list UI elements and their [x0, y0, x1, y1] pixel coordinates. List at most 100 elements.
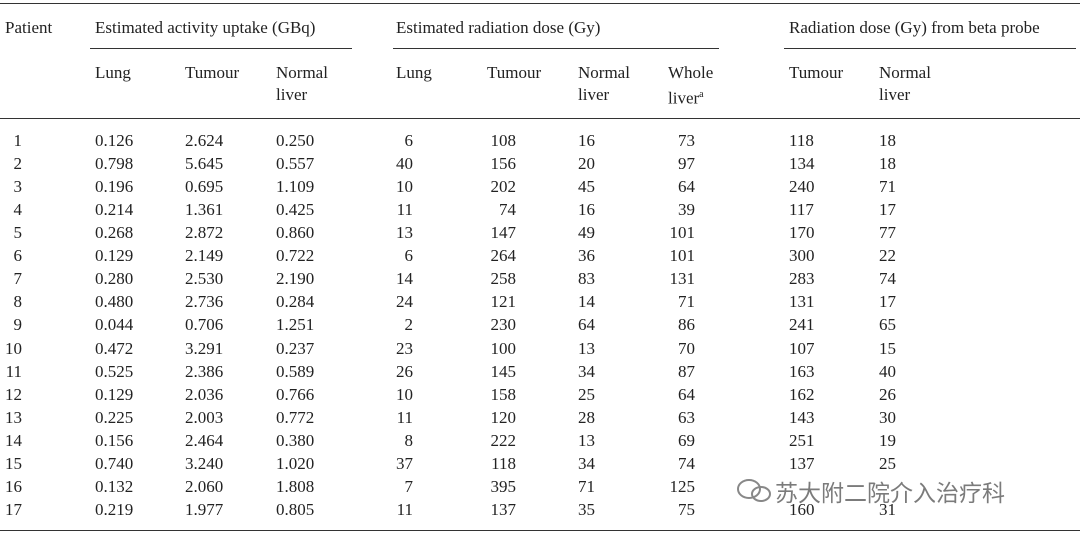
cell: 13 [578, 338, 595, 358]
cell: 1.977 [185, 499, 224, 519]
cell: 17 [879, 292, 896, 312]
cell: 240 [789, 177, 815, 197]
cell: 35 [578, 499, 595, 519]
cell: 1.109 [276, 177, 315, 197]
patient-id: 3 [13, 177, 23, 197]
cell: 202 [490, 177, 517, 197]
cell: 87 [678, 361, 695, 381]
watermark: 苏大附二院介入治疗科 [775, 481, 1005, 507]
cell: 25 [578, 384, 595, 404]
cell: 251 [789, 430, 815, 450]
cell: 75 [678, 499, 695, 519]
wechat-icon [737, 479, 771, 502]
cell: 0.284 [276, 292, 315, 312]
cell: 0.695 [185, 177, 224, 197]
cell: 156 [490, 154, 517, 174]
cell: 131 [789, 292, 815, 312]
cell: 2.149 [185, 246, 224, 266]
cell: 0.280 [95, 269, 134, 289]
cell: 137 [490, 499, 517, 519]
cell: 163 [789, 361, 815, 381]
header-rule [0, 118, 1080, 119]
cell: 71 [879, 177, 896, 197]
column-header: Whole livera [668, 63, 714, 108]
group-header: Estimated activity uptake (GBq) [95, 18, 316, 37]
cell: 241 [789, 315, 815, 335]
column-header: Lung [396, 63, 432, 82]
column-header: Tumour [487, 63, 542, 82]
cell: 0.225 [95, 407, 134, 427]
cell: 0.156 [95, 430, 134, 450]
column-header: Normal liver [578, 63, 630, 104]
cell: 0.472 [95, 338, 134, 358]
column-header: Tumour [185, 63, 240, 82]
cell: 2.190 [276, 269, 315, 289]
cell: 101 [669, 223, 696, 243]
patient-id: 17 [5, 499, 22, 519]
patient-id: 15 [5, 453, 22, 473]
group-rule [393, 48, 719, 49]
cell: 0.722 [276, 246, 315, 266]
cell: 0.196 [95, 177, 134, 197]
patient-header: Patient [5, 18, 53, 37]
cell: 16 [578, 200, 595, 220]
cell: 83 [578, 269, 595, 289]
cell: 118 [491, 453, 516, 473]
cell: 2.386 [185, 361, 224, 381]
patient-id: 5 [13, 223, 23, 243]
cell: 64 [578, 315, 595, 335]
cell: 30 [879, 407, 896, 427]
cell: 18 [879, 154, 896, 174]
cell: 0.772 [276, 407, 315, 427]
cell: 137 [789, 453, 815, 473]
patient-id: 7 [13, 269, 23, 289]
cell: 40 [396, 154, 413, 174]
cell: 15 [879, 338, 896, 358]
cell: 31 [879, 499, 896, 519]
cell: 0.860 [276, 223, 315, 243]
patient-id: 8 [13, 292, 23, 312]
cell: 36 [578, 246, 595, 266]
cell: 10 [396, 177, 413, 197]
group-header: Estimated radiation dose (Gy) [396, 18, 601, 37]
cell: 2.060 [185, 476, 224, 496]
cell: 39 [678, 200, 695, 220]
cell: 125 [669, 476, 696, 496]
cell: 10 [396, 384, 413, 404]
cell: 160 [789, 499, 815, 519]
group-rule [90, 48, 352, 49]
cell: 74 [499, 200, 516, 220]
group-header: Radiation dose (Gy) from beta probe [789, 18, 1040, 37]
group-rule [784, 48, 1076, 49]
cell: 86 [678, 315, 695, 335]
cell: 6 [404, 131, 414, 150]
cell: 143 [789, 407, 815, 427]
cell: 37 [396, 453, 413, 473]
cell: 2.624 [185, 131, 224, 150]
cell: 24 [396, 292, 413, 312]
patient-id: 10 [5, 338, 22, 358]
cell: 0.480 [95, 292, 134, 312]
cell: 49 [578, 223, 595, 243]
cell: 0.219 [95, 499, 134, 519]
cell: 2 [404, 315, 414, 335]
cell: 0.380 [276, 430, 315, 450]
cell: 0.126 [95, 131, 134, 150]
top-rule [0, 3, 1080, 4]
column-header: Normal liver [879, 63, 931, 104]
cell: 118 [789, 131, 814, 150]
cell: 158 [490, 384, 517, 404]
cell: 71 [678, 292, 695, 312]
cell: 2.036 [185, 384, 224, 404]
patient-id: 13 [5, 407, 22, 427]
cell: 2.003 [185, 407, 224, 427]
cell: 0.798 [95, 154, 134, 174]
column-header: Lung [95, 63, 131, 82]
cell: 230 [490, 315, 517, 335]
cell: 73 [678, 131, 695, 150]
cell: 0.129 [95, 246, 134, 266]
cell: 34 [578, 361, 595, 381]
cell: 20 [578, 154, 595, 174]
cell: 11 [396, 200, 413, 220]
cell: 63 [678, 407, 695, 427]
